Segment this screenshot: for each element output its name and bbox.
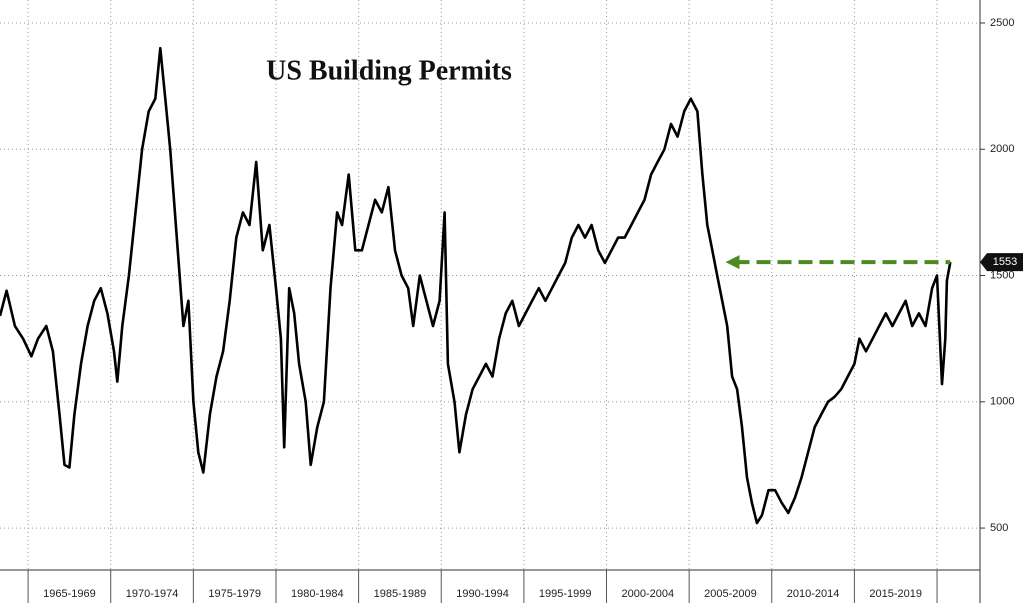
x-tick-label: 1975-1979 [208,588,261,600]
y-tick-label: 1000 [990,396,1014,408]
x-tick-label: 1990-1994 [456,588,509,600]
x-tick-label: 2015-2019 [869,588,922,600]
x-tick-label: 1965-1969 [43,588,96,600]
arrow-head [725,255,740,270]
y-tick-label: 500 [990,522,1008,534]
y-tick-label: 1500 [990,269,1014,281]
y-tick-label: 2500 [990,17,1014,29]
x-tick-label: 2000-2004 [622,588,675,600]
chart-title: US Building Permits [266,55,512,86]
x-tick-label: 1985-1989 [374,588,427,600]
x-tick-label: 2010-2014 [787,588,840,600]
x-tick-label: 2005-2009 [704,588,757,600]
value-flag [980,253,1023,272]
x-tick-label: 1970-1974 [126,588,179,600]
y-tick-label: 2000 [990,143,1014,155]
value-label: 1553 [993,256,1017,268]
x-tick-label: 1995-1999 [539,588,592,600]
x-tick-label: 1980-1984 [291,588,344,600]
line [0,46,952,525]
